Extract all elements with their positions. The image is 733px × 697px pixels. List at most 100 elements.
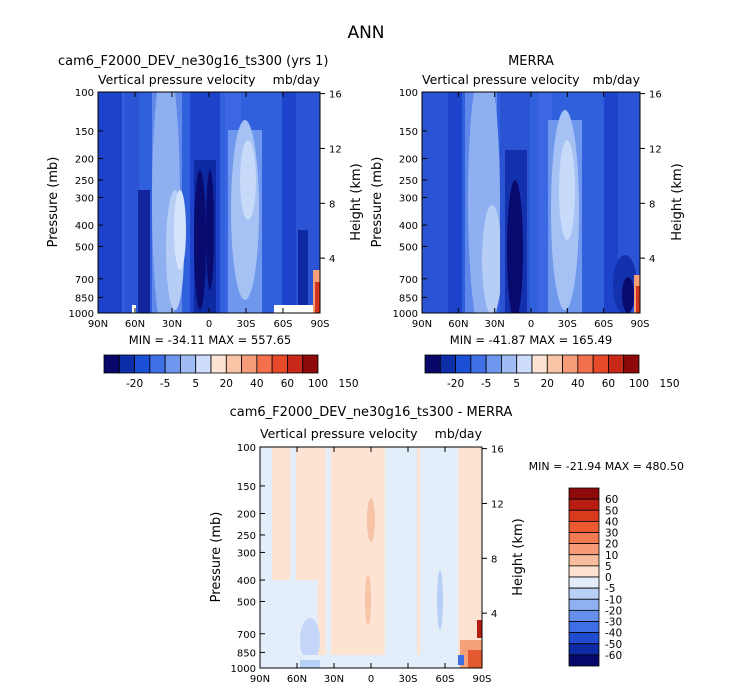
colorbar-swatch (568, 632, 600, 645)
panel-diff-subtitle-right: mb/day (435, 426, 483, 441)
colorbar-label: 10 (605, 550, 618, 562)
y-tick-label: 400 (75, 221, 94, 232)
colorbar-label: -30 (605, 617, 622, 629)
y-tick-label: 200 (399, 155, 418, 166)
colorbar-label: 5 (605, 561, 612, 573)
x-tick-label: 60S (594, 319, 613, 330)
panel-merra-axes: 100 150 200 250 300 400 500 700 850 1000 4 8 12 16 90N… (393, 88, 662, 330)
colorbar-label: -20 (447, 378, 464, 390)
x-tick-label: 30S (236, 319, 255, 330)
x-tick-label: 60N (448, 319, 468, 330)
panel-diff-stats: MIN = -21.94 MAX = 480.50 (529, 460, 684, 473)
colorbar-label: -20 (605, 605, 622, 617)
colorbar-swatch (623, 354, 640, 374)
y-tick-label: 700 (399, 275, 418, 286)
colorbar-label: 60 (281, 378, 294, 390)
colorbar-label: 20 (220, 378, 233, 390)
colorbar-swatch (568, 576, 600, 589)
colorbar-label: -20 (126, 378, 143, 390)
height-tick-label: 8 (491, 554, 497, 565)
x-tick-label: 60S (435, 674, 454, 685)
colorbar-swatch (562, 354, 579, 374)
x-tick-label: 90N (250, 674, 270, 685)
colorbar-swatch (210, 354, 227, 374)
colorbar-swatch (164, 354, 181, 374)
height-tick-label: 16 (649, 90, 662, 101)
y-tick-label: 150 (75, 127, 94, 138)
colorbar-swatch (568, 554, 600, 567)
panel-diff-subtitle-left: Vertical pressure velocity (260, 426, 418, 441)
panel-diff-field (260, 447, 482, 668)
colorbar-swatch (287, 354, 304, 374)
y-tick-label: 300 (399, 193, 418, 204)
height-tick-label: 16 (329, 90, 342, 101)
x-tick-label: 30S (558, 319, 577, 330)
y-tick-label: 850 (399, 293, 418, 304)
colorbar-swatch (546, 354, 563, 374)
height-tick-label: 8 (649, 199, 655, 210)
panel-model-axes: 100 150 200 250 300 400 500 700 850 1000 4 8 12 16 90N… (69, 88, 342, 330)
colorbar-label: 150 (339, 378, 359, 390)
colorbar-swatch (568, 532, 600, 545)
colorbar-swatch (485, 354, 502, 374)
y-tick-label: 500 (399, 242, 418, 253)
panel-model-title: cam6_F2000_DEV_ne30g16_ts300 (yrs 1) (58, 54, 328, 69)
panel-model-field (98, 92, 320, 313)
colorbar-swatch (103, 354, 120, 374)
x-tick-label: 30S (398, 674, 417, 685)
panel-merra-ylabel-right: Height (km) (670, 163, 685, 240)
y-tick-label: 500 (75, 242, 94, 253)
colorbar-swatch (439, 354, 456, 374)
y-tick-label: 400 (399, 221, 418, 232)
height-tick-label: 12 (649, 144, 662, 155)
colorbar-swatch (592, 354, 609, 374)
y-tick-label: 200 (237, 510, 256, 521)
colorbar-label: 100 (308, 378, 328, 390)
colorbar-label: 40 (605, 516, 618, 528)
colorbar-swatch (470, 354, 487, 374)
x-tick-label: 30N (324, 674, 344, 685)
y-tick-label: 300 (237, 548, 256, 559)
y-tick-label: 300 (75, 193, 94, 204)
colorbar-label: 100 (629, 378, 649, 390)
height-tick-label: 12 (329, 144, 342, 155)
panel-model-ylabel: Pressure (mb) (46, 157, 61, 248)
y-tick-label: 400 (237, 576, 256, 587)
colorbar-swatch (271, 354, 288, 374)
colorbar-label: 5 (513, 378, 520, 390)
colorbar-swatch (118, 354, 135, 374)
y-tick-label: 100 (75, 88, 94, 99)
colorbar-swatch (608, 354, 625, 374)
panel-diff: cam6_F2000_DEV_ne30g16_ts300 - MERRA Ver… (209, 405, 684, 685)
panel-merra: MERRA Vertical pressure velocity mb/day (370, 54, 685, 347)
y-tick-label: 700 (237, 630, 256, 641)
panel-merra-ylabel: Pressure (mb) (370, 157, 385, 248)
y-tick-label: 250 (399, 176, 418, 187)
colorbar-label: -10 (605, 594, 622, 606)
colorbar-swatch (568, 643, 600, 656)
x-tick-label: 0 (528, 319, 534, 330)
colorbar-swatch (241, 354, 258, 374)
x-tick-label: 30N (485, 319, 505, 330)
colorbar-swatch (568, 509, 600, 522)
colorbar-swatch (568, 487, 600, 500)
height-tick-label: 8 (329, 199, 335, 210)
colorbar-label: -5 (605, 583, 615, 595)
y-tick-label: 1000 (231, 664, 256, 675)
colorbar-label: -60 (605, 650, 622, 662)
panel-merra-subtitle-right: mb/day (593, 72, 641, 87)
y-tick-label: 150 (399, 127, 418, 138)
colorbar-swatch (302, 354, 319, 374)
colorbar-swatch (149, 354, 166, 374)
x-tick-label: 0 (206, 319, 212, 330)
x-tick-label: 90S (630, 319, 649, 330)
colorbar-swatch (180, 354, 197, 374)
y-tick-label: 100 (399, 88, 418, 99)
main-title: ANN (347, 23, 384, 43)
colorbar-swatch (568, 520, 600, 533)
y-tick-label: 150 (237, 482, 256, 493)
y-tick-label: 1000 (393, 309, 418, 320)
colorbar-label: 5 (192, 378, 199, 390)
colorbar-swatch (568, 609, 600, 622)
